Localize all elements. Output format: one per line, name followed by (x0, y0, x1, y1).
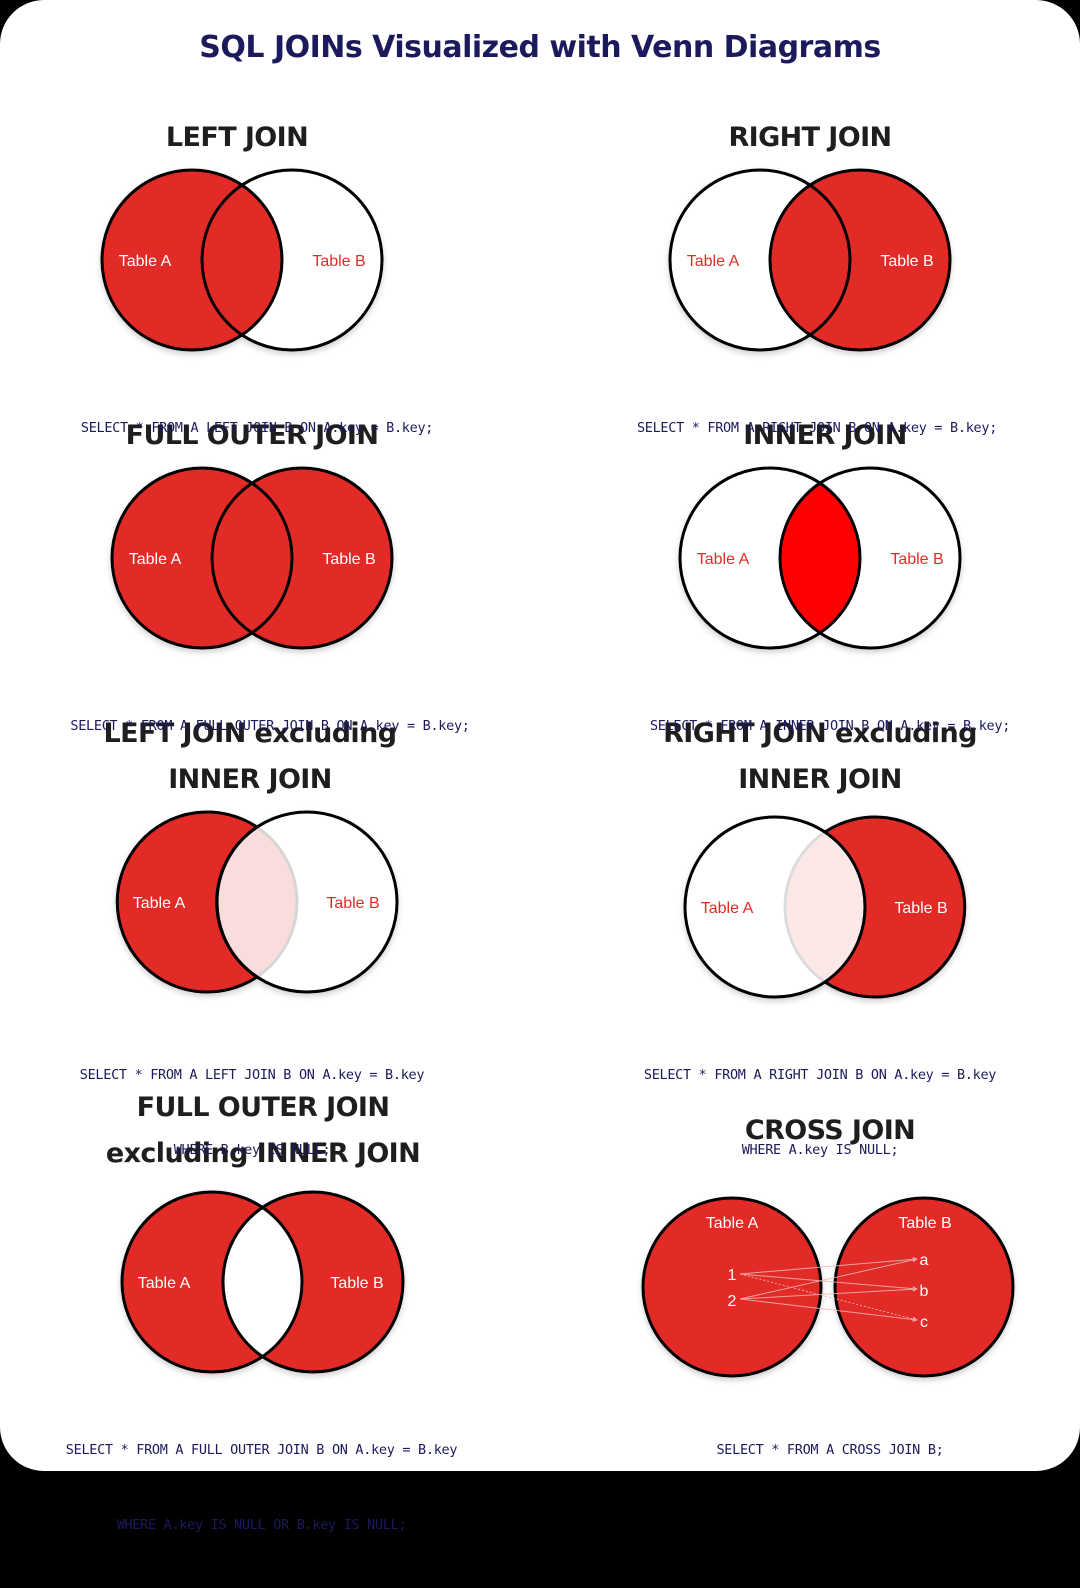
title-line: LEFT JOIN (165, 122, 309, 153)
sql-line: WHERE A.key IS NULL; (741, 1142, 899, 1158)
table-a-row-2: 2 (728, 1293, 737, 1310)
title-line: LEFT JOIN excluding (103, 718, 398, 749)
table-a-row-1: 1 (728, 1267, 737, 1284)
title-line: INNER JOIN (743, 420, 907, 451)
title-line: RIGHT JOIN excluding (663, 718, 977, 749)
table-b-circle (212, 468, 392, 648)
table-a-label: Table A (138, 1275, 191, 1292)
left-join-sql: SELECT * FROM A LEFT JOIN B ON A.key = B… (7, 366, 507, 491)
excluded-overlap-region (217, 812, 297, 992)
table-a-label: Table A (697, 551, 750, 568)
sql-line: SELECT * FROM A RIGHT JOIN B ON A.key = … (643, 1067, 997, 1083)
left-join-excluding-inner-venn (115, 810, 399, 994)
excluded-overlap-region (785, 817, 865, 997)
full-outer-join-excluding-inner-venn (120, 1190, 405, 1374)
inner-join-title: INNER JOIN (625, 413, 1025, 459)
title-line: CROSS JOIN (744, 1115, 916, 1146)
table-b-row-b: b (920, 1283, 929, 1300)
table-b-label: Table B (312, 253, 365, 270)
left-join-title: LEFT JOIN (37, 115, 437, 161)
table-b-circle (833, 1196, 1015, 1378)
table-b-circle (770, 170, 950, 350)
overlap-region (780, 468, 860, 648)
sql-line: SELECT * FROM A CROSS JOIN B; (716, 1442, 944, 1458)
table-b-label: Table B (326, 895, 379, 912)
table-b-row-a: a (920, 1252, 929, 1269)
excluded-overlap-region (223, 1192, 302, 1372)
right-join-excluding-inner-sql: SELECT * FROM A RIGHT JOIN B ON A.key = … (570, 1013, 1070, 1213)
table-b-label: Table B (322, 551, 375, 568)
full-outer-join-excluding-inner-sql: SELECT * FROM A FULL OUTER JOIN B ON A.k… (0, 1388, 523, 1588)
sql-line: SELECT * FROM A RIGHT JOIN B ON A.key = … (636, 420, 998, 436)
full-outer-join-venn (110, 466, 394, 650)
left-join-venn (100, 168, 384, 352)
right-join-excluding-inner-venn (683, 815, 967, 999)
sql-line: SELECT * FROM A FULL OUTER JOIN B ON A.k… (65, 1442, 458, 1458)
right-join-excluding-inner-title: RIGHT JOIN excluding INNER JOIN (600, 711, 1040, 803)
title-line: INNER JOIN (738, 764, 902, 795)
table-b-label: Table B (898, 1215, 951, 1232)
table-a-label: Table A (133, 895, 186, 912)
full-outer-join-sql: SELECT * FROM A FULL OUTER JOIN B ON A.k… (10, 664, 530, 789)
sql-line: SELECT * FROM A FULL OUTER JOIN B ON A.k… (70, 718, 470, 734)
cross-join-title: CROSS JOIN (630, 1108, 1030, 1154)
table-b-label: Table B (330, 1275, 383, 1292)
right-join-title: RIGHT JOIN (610, 115, 1010, 161)
left-join-excluding-inner-title: LEFT JOIN excluding INNER JOIN (30, 711, 470, 803)
table-a-label: Table A (706, 1215, 759, 1232)
full-outer-join-title: FULL OUTER JOIN (52, 413, 452, 459)
venn-diagrams: Table A Table B Table A Table B Table A … (100, 168, 1015, 1378)
title-line: FULL OUTER JOIN (125, 420, 379, 451)
table-a-label: Table A (687, 253, 740, 270)
cross-join-venn (641, 1196, 1015, 1378)
cross-join-pairing-lines (739, 1256, 918, 1322)
table-b-label: Table B (894, 900, 947, 917)
table-a-label: Table A (119, 253, 172, 270)
right-join-sql: SELECT * FROM A RIGHT JOIN B ON A.key = … (567, 366, 1067, 491)
inner-join-sql: SELECT * FROM A INNER JOIN B ON A.key = … (580, 664, 1080, 789)
full-outer-join-excluding-inner-title: FULL OUTER JOIN excluding INNER JOIN (43, 1085, 483, 1177)
table-b-label: Table B (890, 551, 943, 568)
table-a-label: Table A (701, 900, 754, 917)
table-a-label: Table A (129, 551, 182, 568)
title-line: INNER JOIN (168, 764, 332, 795)
sql-line: WHERE B.key IS NULL; (173, 1142, 331, 1158)
right-join-venn (668, 168, 952, 352)
inner-join-venn (678, 466, 962, 650)
table-b-label: Table B (880, 253, 933, 270)
sql-line: WHERE A.key IS NULL OR B.key IS NULL; (116, 1517, 407, 1533)
title-line: FULL OUTER JOIN (136, 1092, 390, 1123)
title-line: excluding INNER JOIN (105, 1138, 421, 1169)
table-b-row-c: c (920, 1314, 928, 1331)
left-join-excluding-inner-sql: SELECT * FROM A LEFT JOIN B ON A.key = B… (2, 1013, 502, 1213)
sql-line: SELECT * FROM A LEFT JOIN B ON A.key = B… (79, 1067, 425, 1083)
table-a-circle (641, 1196, 823, 1378)
page-title: SQL JOINs Visualized with Venn Diagrams (199, 30, 881, 65)
title-line: RIGHT JOIN (728, 122, 892, 153)
sql-line: SELECT * FROM A LEFT JOIN B ON A.key = B… (80, 420, 434, 436)
infographic-card: SQL JOINs Visualized with Venn Diagrams … (0, 0, 1080, 1533)
cross-join-sql: SELECT * FROM A CROSS JOIN B; (630, 1388, 1030, 1513)
overlap-region (202, 170, 282, 350)
sql-line: SELECT * FROM A INNER JOIN B ON A.key = … (649, 718, 1011, 734)
